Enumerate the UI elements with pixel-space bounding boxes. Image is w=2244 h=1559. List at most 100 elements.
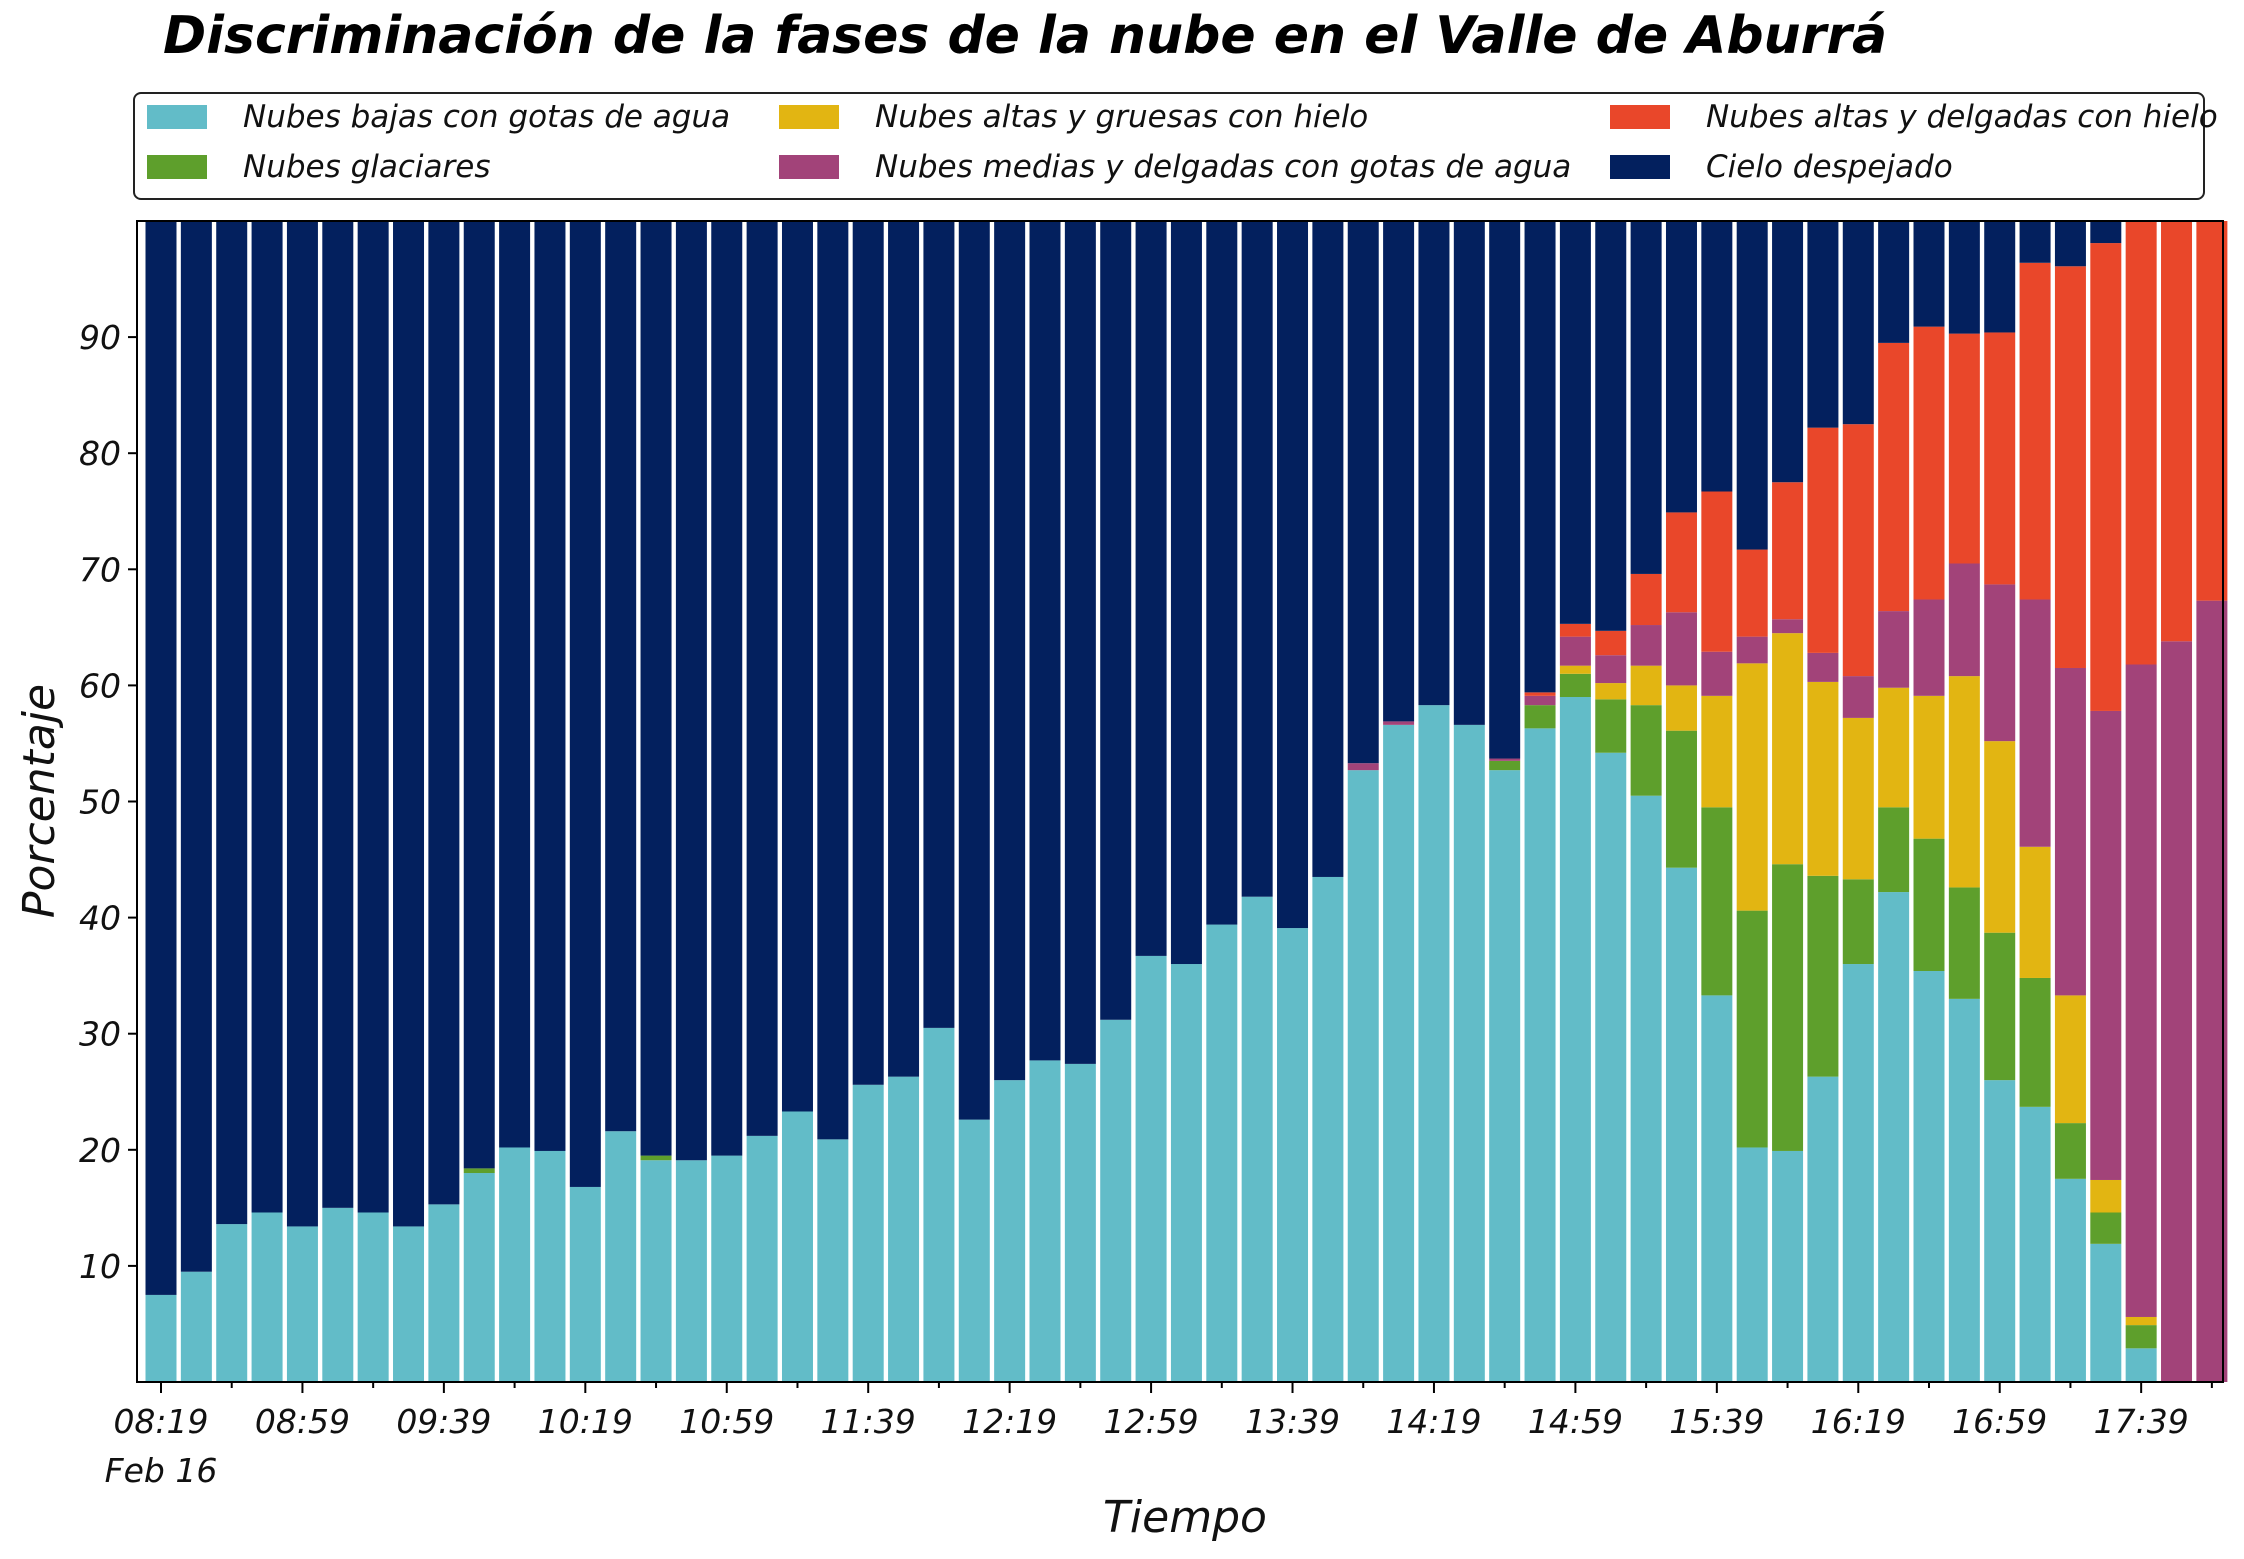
bar-segment-1729-s0 (2090, 1243, 2122, 1382)
bar-segment-1609-s1 (1807, 875, 1839, 1077)
bar-segment-1639-s4 (1913, 326, 1945, 600)
bar-segment-1449-s3 (1524, 695, 1556, 706)
bar-segment-1709-s5 (2019, 221, 2051, 263)
bar-segment-0909-s5 (322, 221, 354, 1208)
bar-segment-1529-s3 (1665, 612, 1697, 686)
x-tick-label-1259: 12:59 (1104, 1402, 1199, 1441)
y-tick-label-60: 60 (79, 666, 121, 705)
bar-segment-1539-s3 (1701, 651, 1733, 696)
bar-segment-1539-s5 (1701, 221, 1733, 492)
bar-segment-1149-s0 (888, 1076, 920, 1382)
bar-segment-1209-s5 (958, 221, 990, 1120)
bar-segment-1529-s0 (1665, 867, 1697, 1382)
bar-segment-0949-s0 (463, 1173, 495, 1382)
bar-segment-1109-s0 (746, 1135, 778, 1382)
bar-segment-1439-s0 (1489, 770, 1521, 1382)
bar-segment-0959-s5 (499, 221, 531, 1148)
bar-segment-1719-s1 (2054, 1123, 2086, 1179)
bar-segment-1409-s3 (1383, 721, 1415, 725)
bar-segment-1509-s5 (1595, 221, 1627, 631)
bar-segment-1619-s0 (1842, 964, 1874, 1382)
bar-segment-1559-s5 (1772, 221, 1804, 483)
bar-segment-1219-s0 (994, 1080, 1026, 1382)
bar-segment-1059-s0 (711, 1155, 743, 1382)
bar-segment-1749-s3 (2161, 641, 2193, 1382)
bar-segment-0839-s5 (216, 221, 248, 1225)
legend-item-nubes-altas-delgadas: Nubes altas y delgadas con hielo (1610, 99, 2218, 135)
x-tick-label-0859: 08:59 (255, 1402, 350, 1441)
y-axis-title: Porcentaje (14, 684, 65, 918)
bar-segment-0949-s5 (463, 221, 495, 1169)
bar-segment-1659-s1 (1984, 932, 2016, 1081)
bar-segment-0859-s5 (286, 221, 318, 1227)
bar-segment-0849-s0 (251, 1212, 283, 1382)
bar-segment-1549-s2 (1736, 663, 1768, 911)
bar-segment-1659-s3 (1984, 584, 2016, 742)
bar-segment-1649-s1 (1948, 887, 1980, 999)
y-tick-label-90: 90 (79, 318, 121, 357)
legend-item-cielo-despejado: Cielo despejado (1610, 149, 1953, 185)
legend-item-nubes-glaciares: Nubes glaciares (147, 149, 491, 185)
bar-segment-1739-s4 (2125, 221, 2157, 665)
legend-label-nubes-bajas: Nubes bajas con gotas de agua (243, 99, 731, 135)
legend-swatch-nubes-altas-gruesas (779, 105, 839, 129)
bar-segment-1739-s1 (2125, 1325, 2157, 1349)
bar-segment-1259-s5 (1135, 221, 1167, 956)
bar-segment-1629-s3 (1878, 611, 1910, 688)
y-tick-label-20: 20 (79, 1131, 121, 1170)
bar-segment-0849-s5 (251, 221, 283, 1213)
legend-swatch-cielo-despejado (1610, 155, 1670, 179)
bar-segment-1559-s3 (1772, 619, 1804, 634)
bar-segment-1339-s0 (1277, 928, 1309, 1382)
bar-segment-0909-s0 (322, 1207, 354, 1382)
bar-segment-1329-s0 (1241, 896, 1273, 1382)
bar-segment-0929-s5 (393, 221, 425, 1227)
bar-segment-1709-s2 (2019, 846, 2051, 978)
bar-segment-1749-s4 (2161, 221, 2193, 642)
chart-title: Discriminación de la fases de la nube en… (163, 6, 1888, 66)
bar-segment-1629-s0 (1878, 892, 1910, 1382)
bar-segment-1459-s1 (1559, 673, 1591, 698)
bar-segment-0819-s0 (145, 1294, 177, 1382)
bar-segment-1159-s5 (923, 221, 955, 1028)
x-tick-label-1419: 14:19 (1386, 1402, 1481, 1441)
bar-segment-1459-s5 (1559, 221, 1591, 624)
bar-segment-1619-s2 (1842, 717, 1874, 880)
bar-segment-1659-s4 (1984, 332, 2016, 585)
bar-segment-1739-s0 (2125, 1348, 2157, 1382)
bar-segment-1649-s3 (1948, 563, 1980, 677)
bar-segment-0929-s0 (393, 1226, 425, 1382)
bar-segment-1649-s2 (1948, 676, 1980, 888)
bar-segment-1709-s4 (2019, 262, 2051, 600)
bar-segment-1519-s0 (1630, 795, 1662, 1382)
bar-segment-1539-s4 (1701, 491, 1733, 652)
x-tick-label-1219: 12:19 (962, 1402, 1057, 1441)
bar-segment-1549-s3 (1736, 636, 1768, 664)
bar-segment-1359-s5 (1347, 221, 1379, 764)
bar-segment-1239-s0 (1064, 1063, 1096, 1382)
bar-segment-1629-s5 (1878, 221, 1910, 343)
bar-segment-1509-s1 (1595, 699, 1627, 753)
bar-segment-1549-s4 (1736, 549, 1768, 637)
bar-segment-1509-s0 (1595, 752, 1627, 1382)
bar-segment-1039-s1 (640, 1155, 672, 1161)
bar-segment-0919-s0 (357, 1212, 389, 1382)
bar-segment-1619-s1 (1842, 879, 1874, 965)
bar-segment-1239-s5 (1064, 221, 1096, 1064)
legend: Nubes bajas con gotas de agua Nubes glac… (133, 92, 2218, 200)
x-tick-label-1659: 16:59 (1952, 1402, 2047, 1441)
legend-swatch-nubes-altas-delgadas (1610, 105, 1670, 129)
bar-segment-0819-s5 (145, 221, 177, 1295)
bar-segment-1319-s0 (1206, 924, 1238, 1382)
bar-segment-1549-s5 (1736, 221, 1768, 550)
bar-segment-0829-s5 (180, 221, 212, 1272)
x-tick-label-1059: 10:59 (679, 1402, 774, 1441)
bar-segment-0949-s1 (463, 1168, 495, 1174)
bar-segment-1539-s1 (1701, 807, 1733, 996)
x-tick-label-1139: 11:39 (821, 1402, 916, 1441)
bar-segment-1059-s5 (711, 221, 743, 1156)
bar-segment-1729-s4 (2090, 243, 2122, 711)
bar-segment-1729-s3 (2090, 710, 2122, 1180)
bar-segment-1529-s1 (1665, 730, 1697, 868)
bar-segment-0919-s5 (357, 221, 389, 1213)
